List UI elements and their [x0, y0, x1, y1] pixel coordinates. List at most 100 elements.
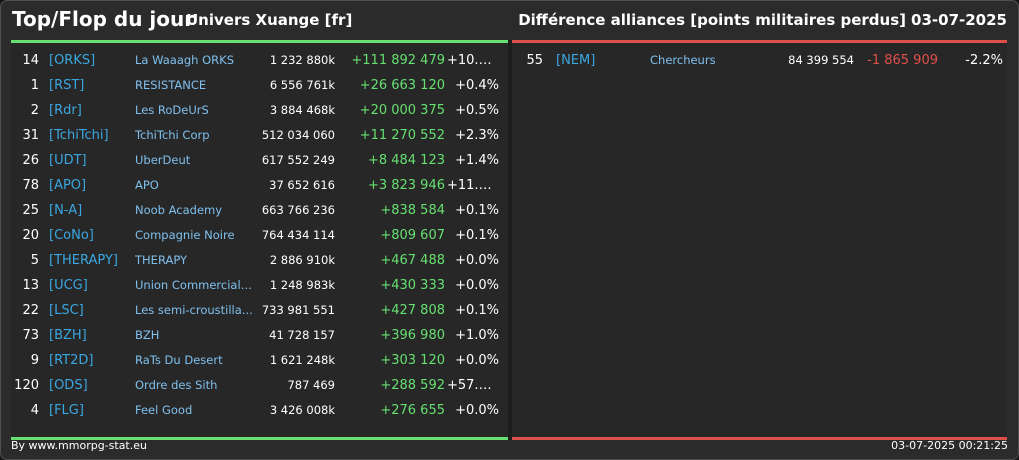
- alliance-tag-link[interactable]: [N-A]: [49, 203, 83, 218]
- percent-change: +0.1%: [455, 303, 499, 318]
- alliance-points: 2 886 910k: [269, 253, 335, 267]
- points-difference: +3 823 946: [367, 178, 445, 193]
- percent-change: +1.0%: [455, 328, 499, 343]
- alliance-points: 512 034 060: [261, 128, 335, 142]
- diff-title: Différence alliances [points militaires …: [518, 11, 906, 29]
- panel-divider: [508, 40, 512, 440]
- points-difference: +111 892 479: [351, 53, 445, 68]
- alliance-tag-link[interactable]: [ORKS]: [49, 53, 96, 68]
- points-difference: -1 865 909: [867, 53, 938, 68]
- top-row: 4 [FLG] Feel Good 3 426 008k +276 655 +0.0%: [11, 398, 508, 423]
- alliance-rank: 26: [22, 153, 39, 168]
- top-row: 2 [Rdr] Les RoDeUrS 3 884 468k +20 000 375 +0…: [11, 98, 508, 123]
- alliance-rank: 14: [22, 53, 39, 68]
- points-difference: +467 488: [380, 253, 445, 268]
- percent-change: +0.0%: [455, 353, 499, 368]
- date-label: 03-07-2025: [911, 11, 1007, 29]
- alliance-tag-link[interactable]: [NEM]: [556, 53, 596, 68]
- alliance-name-link[interactable]: RESISTANCE: [135, 78, 207, 92]
- alliance-tag-link[interactable]: [TchiTchi]: [49, 128, 109, 143]
- top-row: 13 [UCG] Union Commerciale... 1 248 983k +43…: [11, 273, 508, 298]
- alliance-name-link[interactable]: Noob Academy: [135, 203, 223, 217]
- points-difference: +20 000 375: [359, 103, 445, 118]
- alliance-points: 3 884 468k: [269, 103, 335, 117]
- alliance-points: 764 434 114: [261, 228, 335, 242]
- alliance-name-link[interactable]: Les RoDeUrS: [135, 103, 209, 117]
- percent-change: +0.1%: [455, 203, 499, 218]
- points-difference: +809 607: [380, 228, 445, 243]
- footer-timestamp: 03-07-2025 00:21:25: [891, 439, 1008, 452]
- percent-change: +2.3%: [455, 128, 499, 143]
- alliance-rank: 4: [30, 403, 39, 418]
- percent-change: -2.2%: [965, 53, 1003, 68]
- alliance-tag-link[interactable]: [RT2D]: [49, 353, 94, 368]
- alliance-name-link[interactable]: Chercheurs: [650, 53, 716, 67]
- alliance-rank: 9: [30, 353, 39, 368]
- alliance-name-link[interactable]: Ordre des Sith: [135, 378, 218, 392]
- flop-panel: 55 [NEM] Chercheurs 84 399 554 -1 865 909 -2.…: [512, 40, 1007, 440]
- alliance-name-link[interactable]: BZH: [135, 328, 160, 342]
- alliance-name-link[interactable]: RaTs Du Desert: [135, 353, 223, 367]
- alliance-name-link[interactable]: Compagnie Noire: [135, 228, 235, 242]
- top-row: 5 [THERAPY] THERAPY 2 886 910k +467 488 +0.0%: [11, 248, 508, 273]
- alliance-rank: 120: [14, 378, 39, 393]
- alliance-rank: 20: [22, 228, 39, 243]
- alliance-tag-link[interactable]: [RST]: [49, 78, 85, 93]
- percent-change: +11.3%: [447, 178, 499, 193]
- top-row: 14 [ORKS] La Waaagh ORKS 1 232 880k +111 892…: [11, 48, 508, 73]
- points-difference: +8 484 123: [367, 153, 445, 168]
- points-difference: +838 584: [380, 203, 445, 218]
- alliance-tag-link[interactable]: [CoNo]: [49, 228, 94, 243]
- alliance-tag-link[interactable]: [APO]: [49, 178, 87, 193]
- alliance-rank: 55: [526, 53, 543, 68]
- points-difference: +427 808: [380, 303, 445, 318]
- points-difference: +276 655: [380, 403, 445, 418]
- alliance-rank: 31: [22, 128, 39, 143]
- top-row: 78 [APO] APO 37 652 616 +3 823 946 +11.3%: [11, 173, 508, 198]
- alliance-points: 617 552 249: [261, 153, 335, 167]
- alliance-rank: 2: [30, 103, 39, 118]
- alliance-tag-link[interactable]: [ODS]: [49, 378, 88, 393]
- top-row: 20 [CoNo] Compagnie Noire 764 434 114 +809 6…: [11, 223, 508, 248]
- alliance-points: 3 426 008k: [269, 403, 335, 417]
- top-row: 31 [TchiTchi] TchiTchi Corp 512 034 060 +11 …: [11, 123, 508, 148]
- footer-credit: By www.mmorpg-stat.eu: [11, 439, 147, 452]
- alliance-name-link[interactable]: APO: [135, 178, 159, 192]
- alliance-rank: 5: [30, 253, 39, 268]
- alliance-rank: 22: [22, 303, 39, 318]
- alliance-name-link[interactable]: UberDeut: [135, 153, 191, 167]
- alliance-tag-link[interactable]: [UCG]: [49, 278, 88, 293]
- alliance-points: 6 556 761k: [269, 78, 335, 92]
- alliance-name-link[interactable]: Union Commerciale...: [135, 278, 257, 292]
- alliance-tag-link[interactable]: [THERAPY]: [49, 253, 118, 268]
- top-row: 25 [N-A] Noob Academy 663 766 236 +838 584 +0…: [11, 198, 508, 223]
- alliance-points: 1 621 248k: [269, 353, 335, 367]
- universe-label: Univers Xuange [fr]: [186, 11, 353, 29]
- alliance-rank: 73: [22, 328, 39, 343]
- points-difference: +11 270 552: [359, 128, 445, 143]
- percent-change: +0.0%: [455, 403, 499, 418]
- alliance-tag-link[interactable]: [Rdr]: [49, 103, 82, 118]
- top-row: 120 [ODS] Ordre des Sith 787 469 +288 592 +57…: [11, 373, 508, 398]
- alliance-points: 787 469: [287, 378, 335, 392]
- top-row: 1 [RST] RESISTANCE 6 556 761k +26 663 120 +0.…: [11, 73, 508, 98]
- alliance-name-link[interactable]: Les semi-croustilla...: [135, 303, 253, 317]
- percent-change: +0.0%: [455, 253, 499, 268]
- percent-change: +0.4%: [455, 78, 499, 93]
- alliance-points: 663 766 236: [261, 203, 335, 217]
- top-row: 9 [RT2D] RaTs Du Desert 1 621 248k +303 120 +…: [11, 348, 508, 373]
- alliance-points: 37 652 616: [269, 178, 335, 192]
- points-difference: +288 592: [380, 378, 445, 393]
- alliance-name-link[interactable]: Feel Good: [135, 403, 193, 417]
- alliance-tag-link[interactable]: [FLG]: [49, 403, 84, 418]
- alliance-points: 1 248 983k: [269, 278, 335, 292]
- percent-change: +0.0%: [455, 278, 499, 293]
- top-panel: 14 [ORKS] La Waaagh ORKS 1 232 880k +111 892…: [11, 40, 508, 440]
- alliance-tag-link[interactable]: [BZH]: [49, 328, 87, 343]
- alliance-name-link[interactable]: TchiTchi Corp: [135, 128, 210, 142]
- alliance-name-link[interactable]: La Waaagh ORKS: [135, 53, 235, 67]
- alliance-tag-link[interactable]: [LSC]: [49, 303, 84, 318]
- alliance-name-link[interactable]: THERAPY: [135, 253, 188, 267]
- alliance-tag-link[interactable]: [UDT]: [49, 153, 87, 168]
- points-difference: +430 333: [380, 278, 445, 293]
